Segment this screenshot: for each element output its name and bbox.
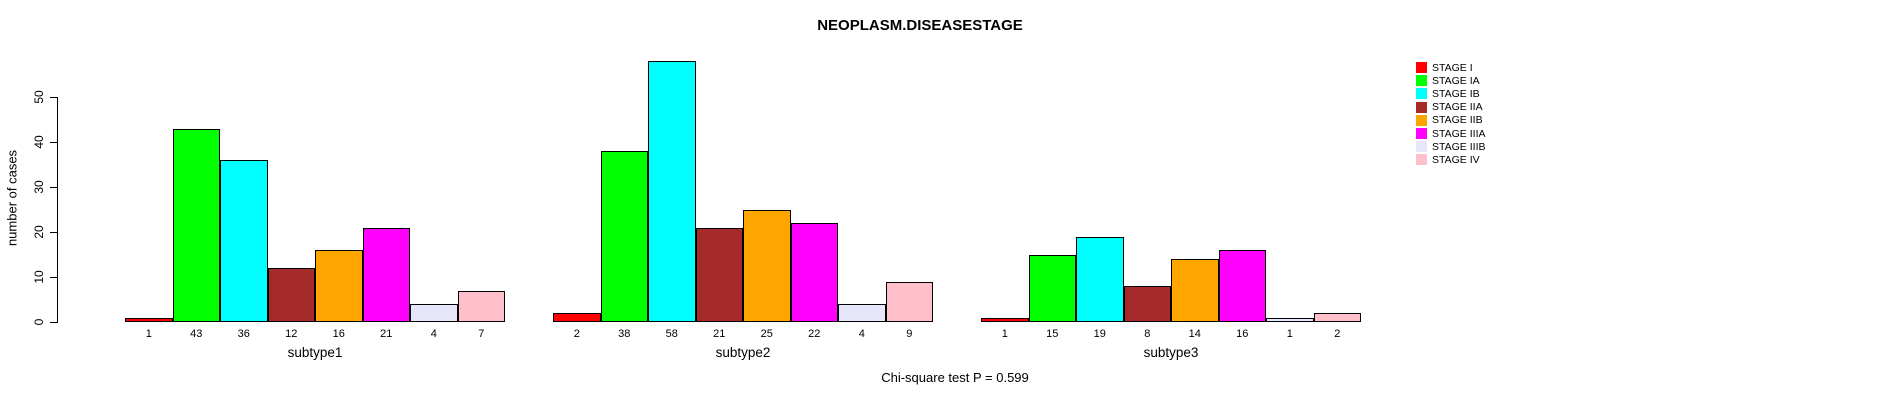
bar-value-label: 21 (713, 328, 726, 340)
bar (172, 128, 220, 322)
bar-value-label: 21 (380, 328, 393, 340)
legend-label: STAGE IV (1432, 153, 1480, 166)
legend-row: STAGE IIIB (1416, 140, 1485, 153)
y-axis-tick (50, 96, 57, 98)
legend-swatch (1416, 101, 1427, 113)
bar (553, 313, 601, 322)
legend-row: STAGE IIA (1416, 101, 1485, 114)
legend-row: STAGE IA (1416, 74, 1485, 87)
bar (410, 304, 458, 322)
bar-value-label: 15 (1046, 328, 1059, 340)
legend-swatch (1416, 114, 1427, 126)
bar-value-label: 8 (1144, 328, 1151, 340)
legend-swatch (1416, 75, 1427, 87)
bar (695, 227, 743, 322)
legend-label: STAGE IA (1432, 74, 1480, 87)
legend-label: STAGE I (1432, 61, 1473, 74)
y-axis-tick (50, 186, 57, 188)
bar-value-label: 43 (190, 328, 203, 340)
bar (1266, 317, 1314, 322)
bar (790, 223, 838, 322)
legend-swatch (1416, 128, 1427, 140)
bar (600, 151, 648, 322)
chart-title: NEOPLASM.DISEASESTAGE (817, 17, 1023, 34)
bar (1076, 236, 1124, 322)
bar-value-label: 58 (665, 328, 678, 340)
y-axis-tick (50, 321, 57, 323)
bar-value-label: 2 (573, 328, 580, 340)
bar (981, 317, 1029, 322)
legend-label: STAGE IB (1432, 87, 1480, 100)
y-axis-tick (50, 276, 57, 278)
bar-value-label: 14 (1188, 328, 1201, 340)
legend-row: STAGE IV (1416, 153, 1485, 166)
bar-value-label: 9 (906, 328, 913, 340)
legend-label: STAGE IIIB (1432, 140, 1486, 153)
bar (315, 250, 363, 322)
bar-value-label: 38 (618, 328, 631, 340)
y-axis-tick (50, 141, 57, 143)
bar-value-label: 22 (808, 328, 821, 340)
bar-value-label: 25 (760, 328, 773, 340)
bar (743, 209, 791, 322)
bar (885, 281, 933, 322)
bar (457, 290, 505, 322)
group-label: subtype1 (287, 345, 343, 360)
bar-value-label: 12 (285, 328, 298, 340)
bar-value-label: 1 (1001, 328, 1008, 340)
bar (1313, 313, 1361, 322)
group-label: subtype2 (715, 345, 771, 360)
legend-label: STAGE IIIA (1432, 127, 1486, 140)
bar (1218, 250, 1266, 322)
bar-value-label: 7 (478, 328, 485, 340)
bar-value-label: 1 (1286, 328, 1293, 340)
legend-row: STAGE IIIA (1416, 127, 1485, 140)
legend-row: STAGE IIB (1416, 114, 1485, 127)
bar-value-label: 2 (1334, 328, 1341, 340)
bar (648, 61, 696, 322)
legend-label: STAGE IIA (1432, 101, 1483, 114)
legend-row: STAGE IB (1416, 87, 1485, 100)
footer-annotation: Chi-square test P = 0.599 (881, 370, 1029, 385)
bar-value-label: 4 (430, 328, 437, 340)
bar (220, 160, 268, 322)
y-axis-tick (50, 231, 57, 233)
bar (838, 304, 886, 322)
group-label: subtype3 (1143, 345, 1199, 360)
bar (1028, 254, 1076, 322)
legend: STAGE I STAGE IA STAGE IB STAGE IIA STAGE II… (1416, 61, 1485, 167)
bar-value-label: 16 (1236, 328, 1249, 340)
bar-value-label: 36 (237, 328, 250, 340)
bar-value-label: 19 (1093, 328, 1106, 340)
bar (1123, 286, 1171, 322)
bar (125, 317, 173, 322)
bar (1171, 259, 1219, 322)
legend-swatch (1416, 88, 1427, 100)
legend-label: STAGE IIB (1432, 114, 1483, 127)
bar-value-label: 16 (332, 328, 345, 340)
bar (267, 268, 315, 322)
legend-swatch (1416, 141, 1427, 153)
legend-swatch (1416, 154, 1427, 166)
bar-value-label: 1 (145, 328, 152, 340)
bar (362, 227, 410, 322)
bar-value-label: 4 (858, 328, 865, 340)
legend-row: STAGE I (1416, 61, 1485, 74)
legend-swatch (1416, 62, 1427, 74)
y-axis-line (57, 97, 58, 323)
